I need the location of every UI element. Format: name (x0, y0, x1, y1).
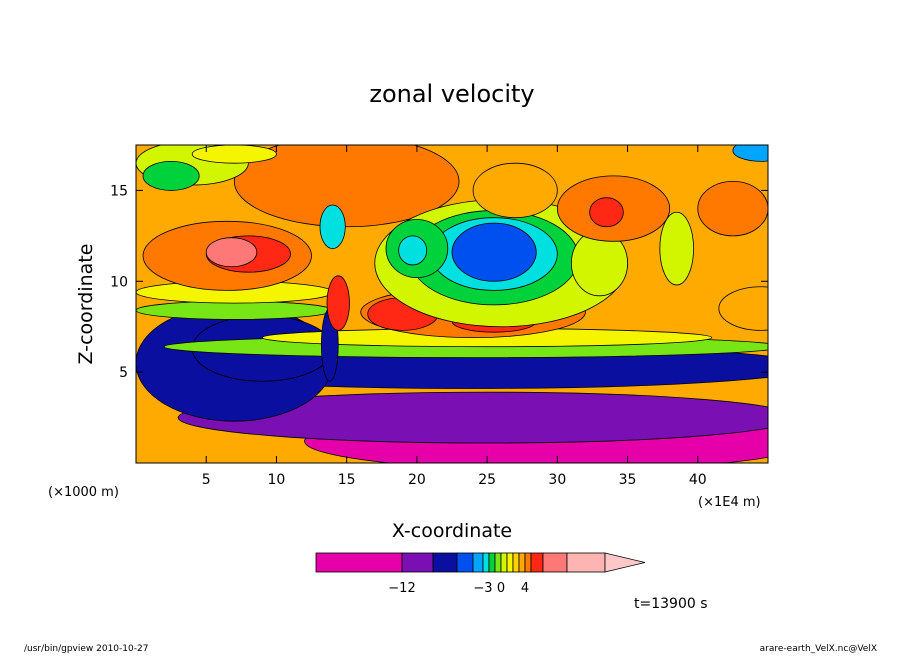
colorbar-cell (488, 552, 496, 573)
footer-right: arare-earth_VelX.nc@VelX (760, 644, 877, 654)
contour-region (233, 145, 460, 228)
contour-region (732, 145, 768, 162)
contour-region (472, 162, 558, 219)
x-axis-ticks: 5 10 15 20 25 30 35 40 (202, 145, 707, 488)
colorbar: −12 −3 0 4 (315, 552, 646, 596)
contour-region (398, 235, 428, 266)
colorbar-label: 0 (497, 581, 505, 596)
colorbar-cell (472, 552, 484, 573)
colorbar-cell (518, 552, 526, 573)
x-unit-right: (×1E4 m) (698, 495, 761, 510)
x-tick-label: 15 (338, 472, 356, 488)
colorbar-cell (401, 552, 434, 573)
colorbar-cell (432, 552, 458, 573)
colorbar-cell (500, 552, 508, 573)
contour-region (319, 204, 346, 249)
x-tick-label: 30 (548, 472, 566, 488)
x-tick-label: 35 (619, 472, 637, 488)
x-tick-label: 20 (408, 472, 426, 488)
colorbar-cell (482, 552, 490, 573)
x-tick-label: 10 (268, 472, 286, 488)
contour-region (659, 211, 694, 286)
colorbar-cell (315, 552, 403, 573)
colorbar-cell (542, 552, 568, 573)
colorbar-cell (512, 552, 520, 573)
chart-title: zonal velocity (369, 80, 534, 108)
plot-frame (135, 144, 769, 464)
colorbar-cell (524, 552, 532, 573)
contour-region (326, 275, 350, 331)
time-label: t=13900 s (634, 596, 708, 612)
contour-region (589, 197, 624, 228)
contour-region (177, 391, 768, 444)
colorbar-label: 4 (521, 581, 529, 596)
contour-region (718, 286, 768, 331)
y-axis-label: Z-coordinate (75, 244, 97, 365)
colorbar-cell (494, 552, 502, 573)
contour-field (136, 145, 768, 463)
footer-left: /usr/bin/gpview 2010-10-27 (24, 644, 148, 654)
x-unit-left: (×1000 m) (48, 485, 119, 500)
y-tick-label: 15 (110, 183, 128, 199)
x-tick-label: 5 (202, 472, 211, 488)
colorbar-arrow (604, 552, 646, 573)
colorbar-cell (456, 552, 474, 573)
x-tick-label: 40 (689, 472, 707, 488)
contour-region (142, 160, 200, 191)
y-axis-ticks: 5 10 15 (110, 183, 768, 381)
contour-region (205, 237, 258, 268)
x-tick-label: 25 (478, 472, 496, 488)
contour-region (191, 145, 277, 164)
colorbar-label: −12 (388, 581, 415, 596)
y-tick-label: 5 (119, 365, 128, 381)
contour-region (136, 300, 333, 320)
contour-region (697, 180, 768, 237)
colorbar-label: −3 (473, 581, 492, 596)
colorbar-cell (506, 552, 514, 573)
contour-region (451, 222, 537, 282)
colorbar-cell (530, 552, 544, 573)
colorbar-cell (566, 552, 606, 573)
x-axis-label: X-coordinate (392, 520, 512, 542)
y-tick-label: 10 (110, 274, 128, 290)
